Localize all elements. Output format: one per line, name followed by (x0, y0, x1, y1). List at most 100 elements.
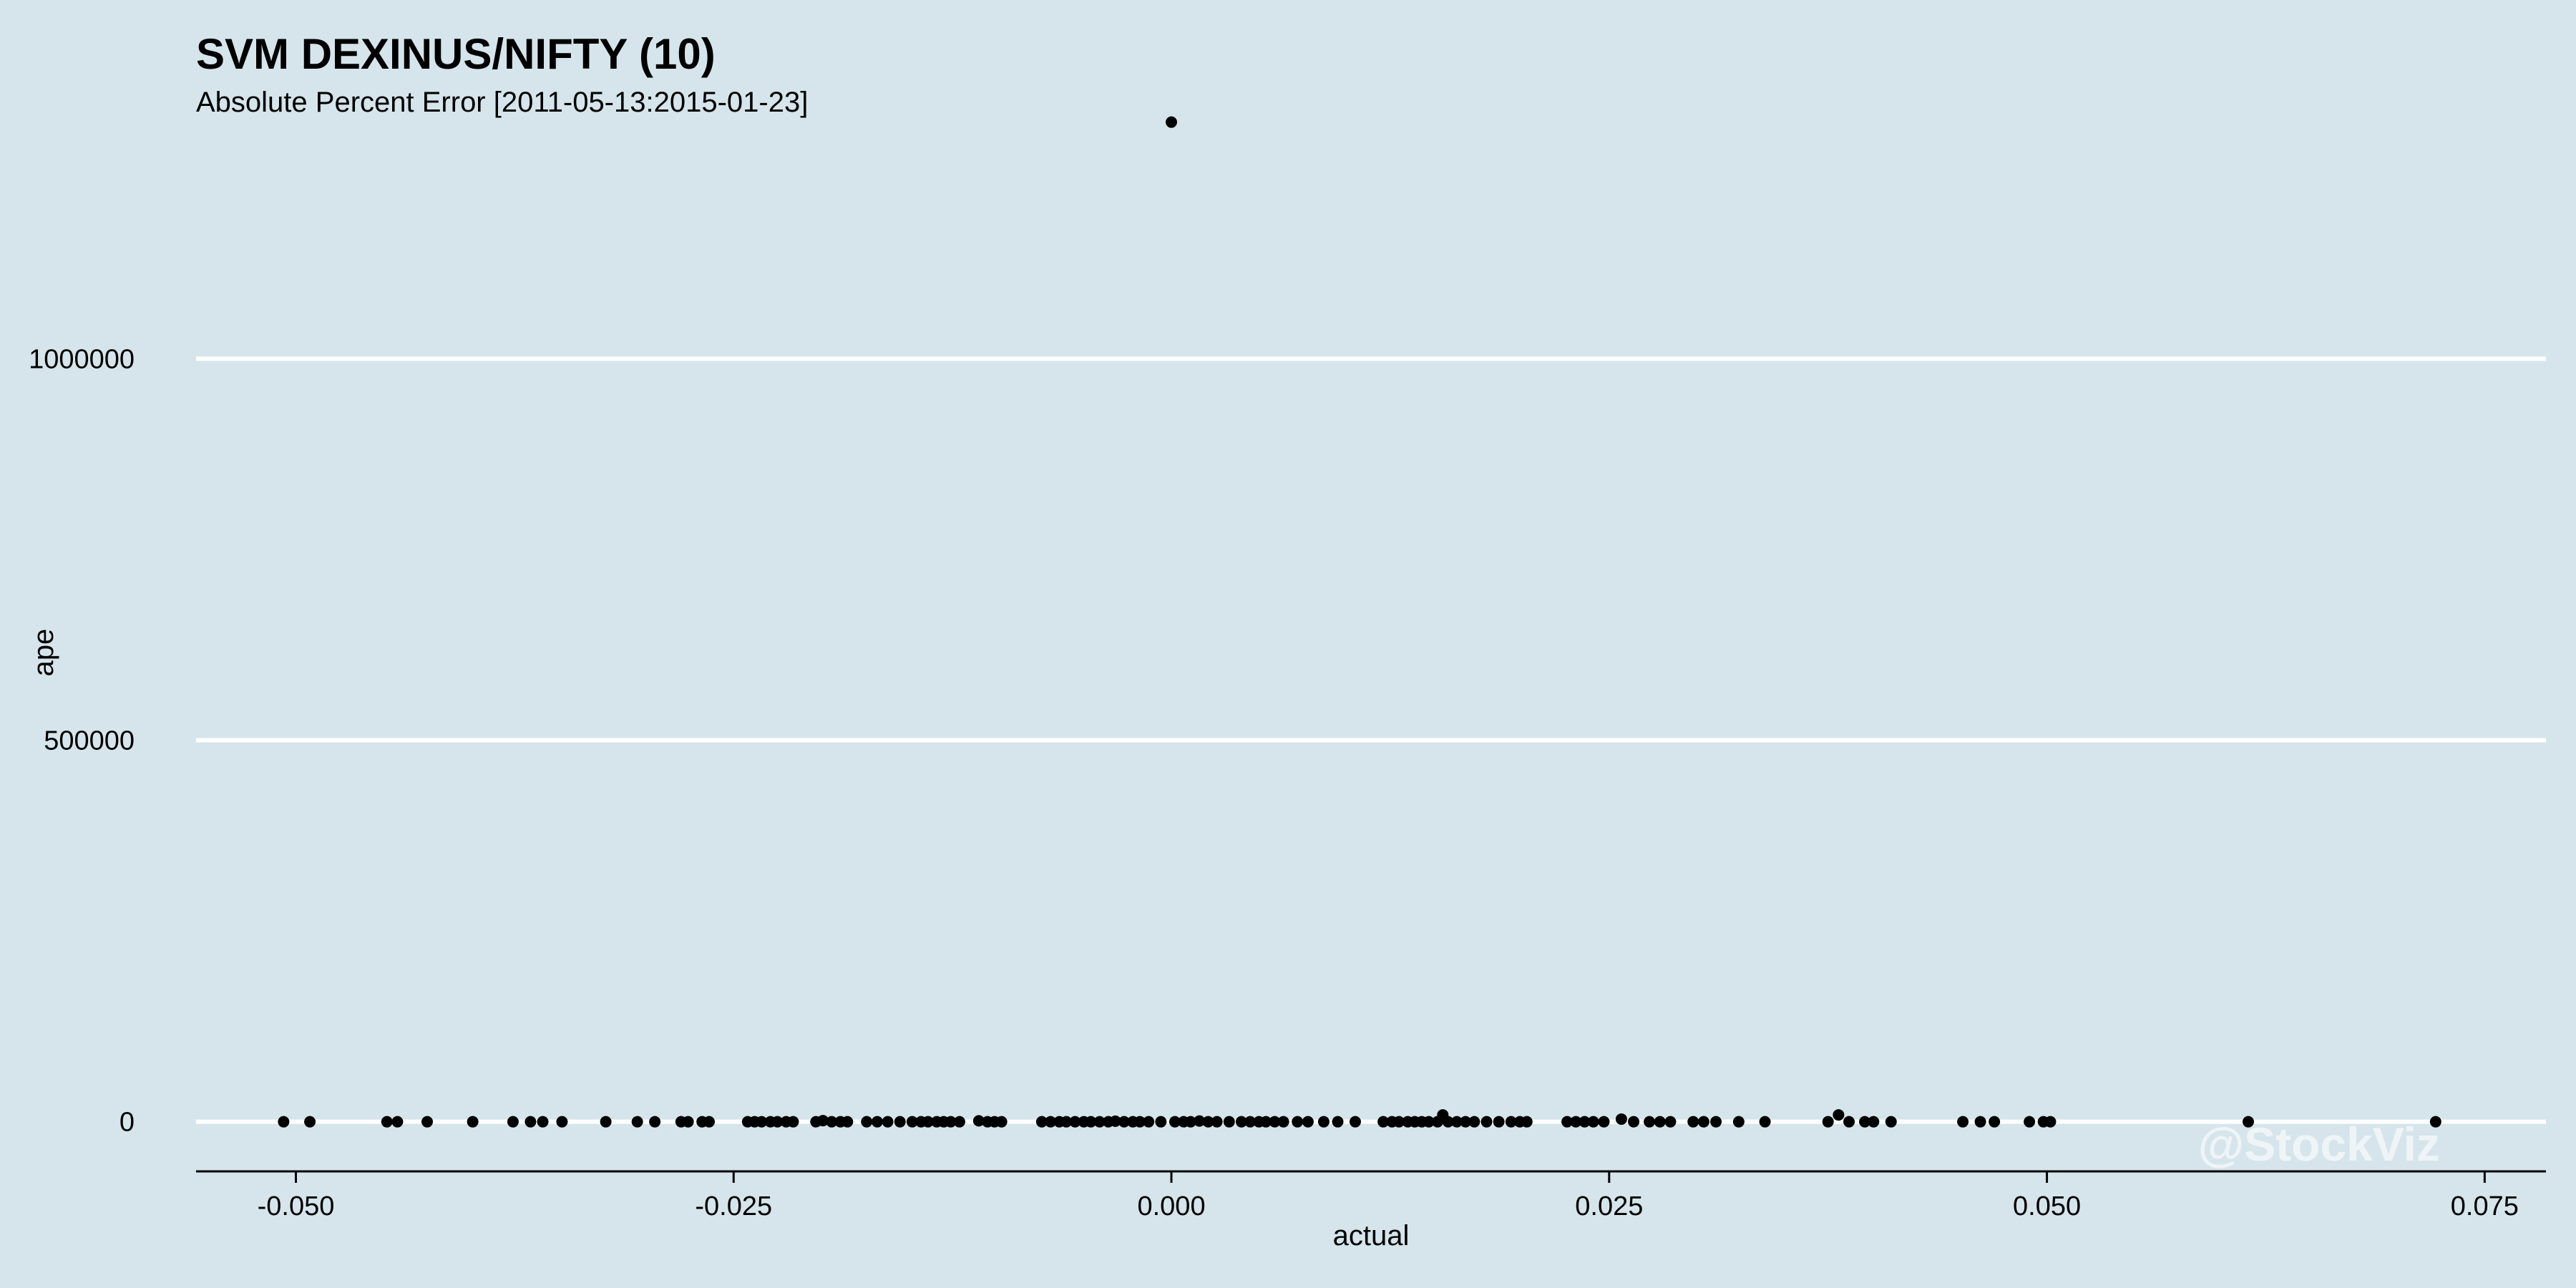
data-point-122 (2044, 1116, 2057, 1128)
chart-title: SVM DEXINUS/NIFTY (10) (196, 30, 716, 78)
data-point-101 (1615, 1113, 1627, 1125)
data-point-71 (1269, 1116, 1281, 1128)
data-point-32 (882, 1116, 894, 1128)
data-point-8 (525, 1116, 537, 1128)
y-tick-label-0: 0 (119, 1108, 135, 1138)
y-axis-ticks: 0 500000 1000000 (29, 344, 135, 1137)
data-point-115 (1868, 1116, 1880, 1128)
data-point-70 (1260, 1116, 1272, 1128)
data-point-30 (861, 1116, 873, 1128)
data-point-93 (1505, 1116, 1517, 1128)
data-point-113 (1843, 1116, 1855, 1128)
data-point-118 (1974, 1116, 1986, 1128)
data-point-112 (1833, 1109, 1845, 1121)
data-point-7 (507, 1116, 519, 1128)
data-point-124 (2429, 1116, 2441, 1128)
data-point-20 (756, 1116, 768, 1128)
x-tick-label-3: 0.025 (1575, 1191, 1643, 1221)
data-point-49 (1069, 1116, 1081, 1128)
x-axis-title: actual (1333, 1220, 1410, 1252)
data-point-46 (1045, 1116, 1057, 1128)
x-tick-label-5: 0.075 (2451, 1191, 2519, 1221)
data-point-3 (381, 1116, 393, 1128)
data-point-76 (1332, 1116, 1344, 1128)
data-point-13 (649, 1116, 661, 1128)
data-point-10 (556, 1116, 568, 1128)
data-point-15 (682, 1116, 694, 1128)
data-point-4 (391, 1116, 404, 1128)
x-axis-ticks: -0.050 -0.025 0.000 0.025 0.050 0.075 (258, 1171, 2519, 1221)
data-point-102 (1628, 1116, 1640, 1128)
data-point-31 (871, 1116, 883, 1128)
data-point-87 (1442, 1116, 1454, 1128)
data-point-41 (972, 1115, 985, 1127)
data-point-114 (1859, 1116, 1871, 1128)
y-tick-label-2: 1000000 (29, 344, 135, 374)
data-point-11 (600, 1116, 612, 1128)
data-point-92 (1493, 1116, 1505, 1128)
data-point-116 (1885, 1116, 1897, 1128)
data-point-106 (1687, 1116, 1699, 1128)
data-point-99 (1587, 1116, 1599, 1128)
data-point-119 (1989, 1116, 2001, 1128)
data-point-107 (1697, 1116, 1709, 1128)
data-point-117 (1957, 1116, 1969, 1128)
y-axis-title: ape (28, 629, 59, 677)
x-tick-label-4: 0.050 (2013, 1191, 2081, 1221)
grid-lines (196, 356, 2546, 1124)
data-point-57 (1133, 1116, 1146, 1128)
data-point-80 (1393, 1116, 1405, 1128)
data-point-97 (1570, 1116, 1582, 1128)
data-point-100 (1598, 1116, 1610, 1128)
data-point-29 (841, 1116, 854, 1128)
data-point-90 (1468, 1116, 1480, 1128)
data-point-52 (1093, 1116, 1106, 1128)
data-point-17 (703, 1116, 715, 1128)
data-point-120 (2024, 1116, 2036, 1128)
data-point-34 (906, 1116, 918, 1128)
data-point-78 (1377, 1116, 1390, 1128)
x-tick-label-1: -0.025 (695, 1191, 772, 1221)
x-tick-label-2: 0.000 (1137, 1191, 1205, 1221)
data-point-96 (1561, 1116, 1574, 1128)
data-point-104 (1654, 1116, 1666, 1128)
watermark-text: @StockViz (2198, 1118, 2440, 1171)
data-point-111 (1822, 1116, 1834, 1128)
data-point-75 (1317, 1116, 1330, 1128)
data-point-40 (953, 1116, 965, 1128)
data-point-33 (894, 1116, 906, 1128)
chart-subtitle: Absolute Percent Error [2011-05-13:2015-… (196, 87, 808, 118)
data-point-108 (1710, 1116, 1722, 1128)
data-point-103 (1644, 1116, 1656, 1128)
data-point-5 (421, 1116, 434, 1128)
data-point-55 (1118, 1116, 1130, 1128)
data-point-64 (1202, 1116, 1214, 1128)
data-point-77 (1349, 1116, 1361, 1128)
data-point-44 (995, 1116, 1008, 1128)
data-point-39 (945, 1116, 957, 1128)
data-point-58 (1143, 1116, 1155, 1128)
data-point-9 (537, 1116, 549, 1128)
data-point-1 (278, 1116, 290, 1128)
data-point-6 (467, 1116, 479, 1128)
data-point-54 (1109, 1115, 1121, 1127)
data-point-123 (2242, 1116, 2254, 1128)
data-point-24 (787, 1116, 799, 1128)
data-point-2 (304, 1116, 316, 1128)
x-tick-label-0: -0.050 (258, 1191, 335, 1221)
data-point-65 (1211, 1116, 1223, 1128)
data-point-68 (1244, 1116, 1257, 1128)
y-tick-label-1: 500000 (44, 726, 135, 756)
data-point-27 (826, 1116, 838, 1128)
data-point-60 (1169, 1116, 1181, 1128)
data-points (278, 116, 2441, 1128)
data-point-0 (1166, 116, 1178, 128)
data-point-67 (1235, 1116, 1247, 1128)
data-point-98 (1579, 1116, 1591, 1128)
data-point-88 (1450, 1116, 1463, 1128)
data-point-59 (1155, 1116, 1167, 1128)
data-point-22 (771, 1116, 784, 1128)
data-point-110 (1759, 1116, 1771, 1128)
